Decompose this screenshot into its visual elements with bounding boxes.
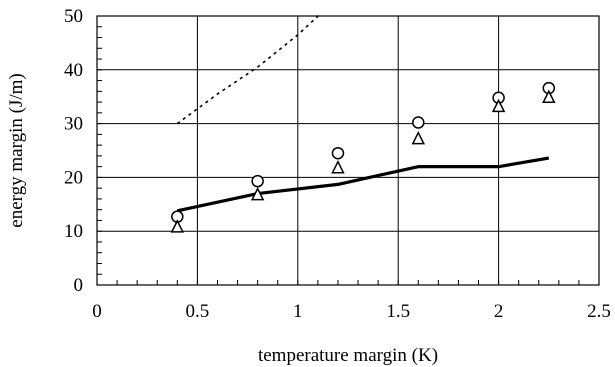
y-tick-labels: 0 10 20 30 40 50 bbox=[64, 6, 83, 296]
triangle-marker bbox=[542, 89, 556, 103]
y-tick-label: 20 bbox=[64, 167, 83, 188]
plot-frame bbox=[96, 15, 600, 286]
circle-marker bbox=[331, 146, 345, 160]
series-layer bbox=[170, 14, 556, 233]
triangle-marker bbox=[411, 130, 425, 145]
y-tick-label: 50 bbox=[64, 6, 83, 27]
y-tick-label: 30 bbox=[64, 114, 83, 135]
x-tick-label: 0 bbox=[92, 301, 102, 322]
circle-marker bbox=[251, 174, 264, 188]
y-tick-label: 10 bbox=[64, 221, 83, 242]
series-line-dotted bbox=[176, 14, 322, 125]
circle-marker bbox=[412, 116, 425, 129]
x-tick-label: 1 bbox=[293, 301, 303, 322]
y-tick-label: 40 bbox=[64, 60, 83, 81]
x-tick-label: 2.5 bbox=[587, 301, 611, 322]
y-axis-title: energy margin (J/m) bbox=[6, 73, 27, 227]
y-tick-label: 0 bbox=[74, 275, 84, 296]
x-tick-label: 2 bbox=[494, 301, 504, 322]
x-tick-labels: 0 0.5 1 1.5 2 2.5 bbox=[92, 301, 611, 322]
triangle-marker bbox=[491, 98, 506, 113]
triangle-marker bbox=[331, 160, 345, 174]
series-line-solid bbox=[176, 156, 550, 213]
grid bbox=[97, 16, 599, 285]
triangle-marker bbox=[250, 186, 265, 201]
x-axis-title: temperature margin (K) bbox=[258, 345, 438, 366]
x-tick-label: 0.5 bbox=[186, 301, 210, 322]
minor-ticks bbox=[96, 15, 600, 286]
triangle-marker bbox=[170, 219, 185, 233]
x-tick-label: 1.5 bbox=[386, 301, 410, 322]
